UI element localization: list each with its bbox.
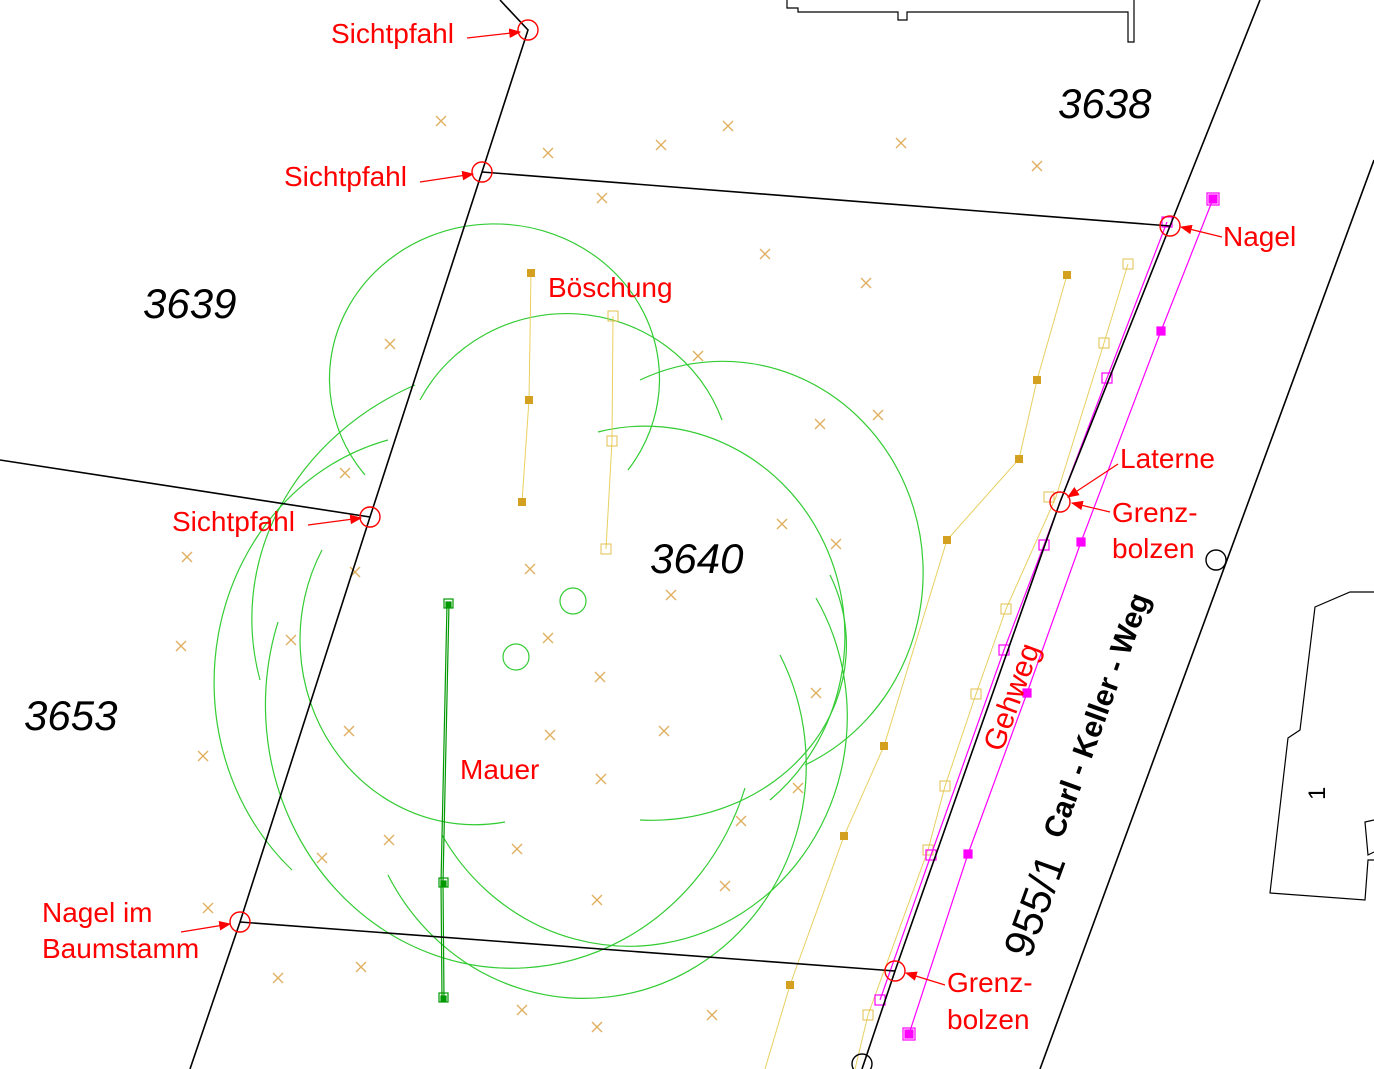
cross-marker-icon [759,248,771,260]
cross-marker-icon [181,551,193,563]
cross-marker-icon [814,418,826,430]
house-number: 1 [1304,787,1331,800]
cross-marker-icon [542,147,554,159]
wall-line [438,598,454,1003]
terrain-points [175,115,1043,1033]
label-nagel-baum-b: Baumstamm [42,933,199,964]
embankment-lines [518,258,1134,1069]
cross-marker-icon [692,350,704,362]
cross-marker-icon [591,894,603,906]
label-mauer: Mauer [460,754,539,785]
street-name: Carl - Keller - Weg [1038,589,1157,843]
cross-marker-icon [595,773,607,785]
cross-marker-icon [596,192,608,204]
cross-marker-icon [665,589,677,601]
parcel-number-3639: 3639 [143,280,236,327]
cross-marker-icon [776,518,788,530]
cross-marker-icon [516,1004,528,1016]
cross-marker-icon [339,467,351,479]
tree-canopies [213,223,924,999]
cross-marker-icon [175,640,187,652]
circle-marker-icon [884,960,906,982]
cross-marker-icon [1031,160,1043,172]
cross-marker-icon [343,725,355,737]
label-boeschung: Böschung [548,272,673,303]
label-nagel: Nagel [1223,221,1296,252]
label-laterne: Laterne [1120,443,1215,474]
parcel-number-3640: 3640 [650,535,744,582]
cross-marker-icon [594,671,606,683]
circle-marker-icon [851,1053,873,1069]
cross-marker-icon [544,729,556,741]
cross-marker-icon [542,632,554,644]
label-grenzbolzen-1a: Grenz- [1112,497,1198,528]
street-number: 955/1 [994,848,1074,963]
cross-marker-icon [197,750,209,762]
label-sichtpfahl-top: Sichtpfahl [331,18,454,49]
label-arrows [180,28,1223,986]
cross-marker-icon [316,852,328,864]
label-nagel-baum-a: Nagel im [42,897,152,928]
cross-marker-icon [895,137,907,149]
cross-marker-icon [285,634,297,646]
label-gehweg: Gehweg [978,639,1047,755]
circle-marker-icon [1205,549,1227,571]
cross-marker-icon [435,115,447,127]
circle-marker-icon [1049,491,1071,513]
cross-marker-icon [202,902,214,914]
cross-marker-icon [655,139,667,151]
cross-marker-icon [511,843,523,855]
parcel-number-3638: 3638 [1058,80,1152,127]
cross-marker-icon [860,277,872,289]
cross-marker-icon [524,563,536,575]
cross-marker-icon [719,880,731,892]
cross-marker-icon [830,538,842,550]
cross-marker-icon [706,1009,718,1021]
sidewalk-lines [874,192,1220,1041]
label-grenzbolzen-1b: bolzen [1112,533,1195,564]
cross-marker-icon [735,815,747,827]
label-grenzbolzen-2b: bolzen [947,1004,1030,1035]
cross-marker-icon [658,725,670,737]
cross-marker-icon [872,409,884,421]
cross-marker-icon [355,961,367,973]
parcel-number-3653: 3653 [24,692,117,739]
cross-marker-icon [383,834,395,846]
label-sichtpfahl-mid: Sichtpfahl [284,161,407,192]
cross-marker-icon [591,1021,603,1033]
label-grenzbolzen-2a: Grenz- [947,967,1033,998]
label-sichtpfahl-left: Sichtpfahl [172,506,295,537]
buildings [786,0,1374,901]
cross-marker-icon [810,687,822,699]
cross-marker-icon [792,782,804,794]
cross-marker-icon [272,972,284,984]
cross-marker-icon [722,120,734,132]
cross-marker-icon [384,338,396,350]
